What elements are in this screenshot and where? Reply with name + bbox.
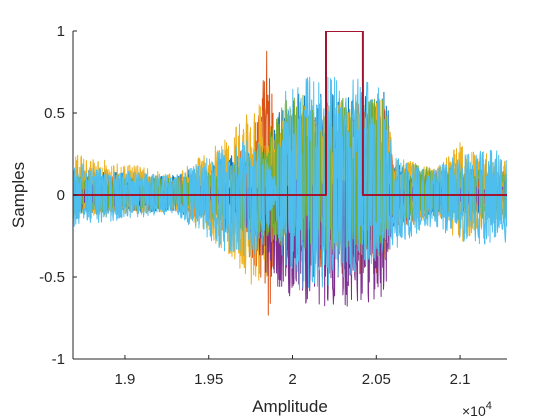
y-axis-label: Samples [9,162,28,228]
x-tick-label: 1.95 [194,371,223,388]
y-tick-label: 0.5 [44,105,65,122]
y-tick-label: -0.5 [39,269,65,286]
x-exponent-label: ×104 [462,400,492,419]
y-tick-label: -1 [52,351,65,368]
x-tick-label: 2 [288,371,296,388]
y-tick-label: 0 [57,187,65,204]
series-line-7 [73,31,507,196]
x-tick-label: 1.9 [115,371,136,388]
x-exponent-power: 4 [486,400,492,412]
series-layer [73,31,507,316]
series-line-6 [73,76,507,291]
x-axis-label: Amplitude [252,397,328,416]
x-exponent-base: ×10 [462,403,486,419]
y-tick-label: 1 [57,23,65,40]
x-tick-label: 2.05 [362,371,391,388]
axes-layer: -1 -0.5 0 0.5 1 1.9 1.95 2 2.05 2.1 [39,23,507,388]
x-tick-label: 2.1 [450,371,471,388]
